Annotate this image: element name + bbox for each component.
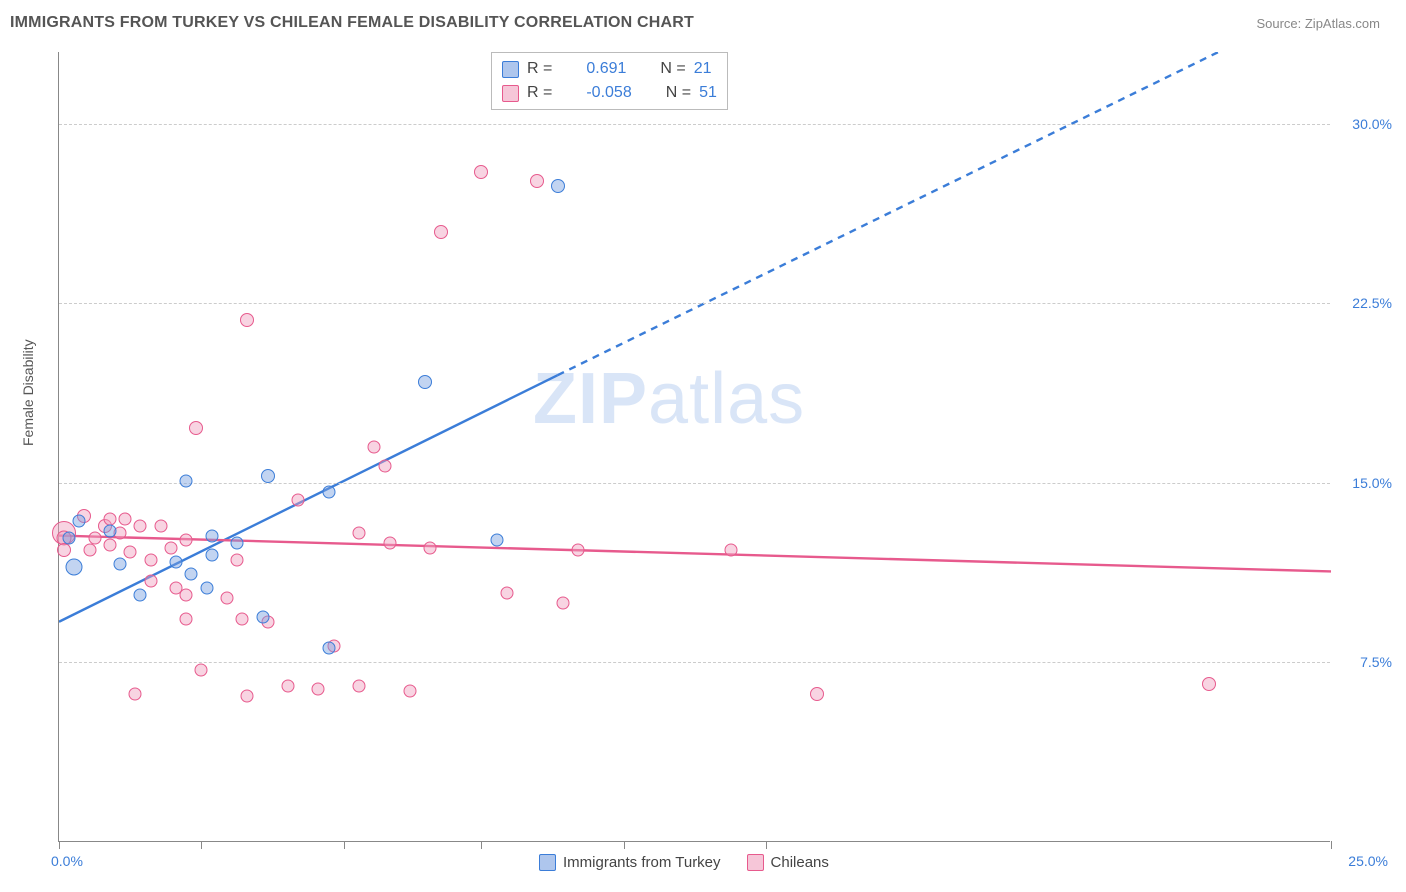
data-point bbox=[134, 589, 147, 602]
stats-row-pink: R = -0.058 N = 51 bbox=[502, 81, 717, 105]
xtick bbox=[1331, 841, 1332, 849]
watermark: ZIPatlas bbox=[533, 358, 805, 440]
data-point bbox=[490, 534, 503, 547]
xtick bbox=[344, 841, 345, 849]
data-point bbox=[114, 558, 127, 571]
data-point bbox=[83, 543, 96, 556]
chart-title: IMMIGRANTS FROM TURKEY VS CHILEAN FEMALE… bbox=[10, 14, 694, 32]
data-point bbox=[353, 527, 366, 540]
data-point bbox=[88, 531, 101, 544]
data-point bbox=[418, 375, 432, 389]
data-point bbox=[195, 663, 208, 676]
gridline bbox=[59, 662, 1330, 663]
data-point bbox=[144, 553, 157, 566]
data-point bbox=[185, 567, 198, 580]
legend-item-pink: Chileans bbox=[747, 854, 829, 871]
data-point bbox=[164, 541, 177, 554]
data-point bbox=[119, 512, 132, 525]
ytick-label: 7.5% bbox=[1337, 654, 1392, 670]
data-point bbox=[144, 575, 157, 588]
data-point bbox=[170, 555, 183, 568]
data-point bbox=[322, 486, 335, 499]
data-point bbox=[500, 587, 513, 600]
data-point bbox=[103, 524, 116, 537]
data-point bbox=[261, 469, 275, 483]
data-point bbox=[292, 493, 305, 506]
xtick bbox=[201, 841, 202, 849]
gridline bbox=[59, 303, 1330, 304]
data-point bbox=[810, 687, 824, 701]
swatch-blue-icon bbox=[502, 61, 519, 78]
data-point bbox=[353, 680, 366, 693]
data-point bbox=[383, 536, 396, 549]
data-point bbox=[103, 539, 116, 552]
data-point bbox=[129, 687, 142, 700]
ytick-label: 15.0% bbox=[1337, 475, 1392, 491]
gridline bbox=[59, 483, 1330, 484]
data-point bbox=[63, 531, 76, 544]
xtick bbox=[481, 841, 482, 849]
data-point bbox=[180, 534, 193, 547]
xtick-label-right: 25.0% bbox=[1348, 853, 1388, 869]
data-point bbox=[724, 543, 737, 556]
y-axis-label: Female Disability bbox=[20, 339, 36, 446]
data-point bbox=[180, 474, 193, 487]
data-point bbox=[1202, 677, 1216, 691]
data-point bbox=[180, 613, 193, 626]
data-point bbox=[134, 520, 147, 533]
data-point bbox=[220, 591, 233, 604]
gridline bbox=[59, 124, 1330, 125]
data-point bbox=[281, 680, 294, 693]
data-point bbox=[434, 225, 448, 239]
stats-row-blue: R = 0.691 N = 21 bbox=[502, 57, 717, 81]
chart-source: Source: ZipAtlas.com bbox=[1256, 16, 1380, 31]
data-point bbox=[205, 548, 218, 561]
data-point bbox=[368, 441, 381, 454]
data-point bbox=[556, 596, 569, 609]
data-point bbox=[404, 685, 417, 698]
data-point bbox=[424, 541, 437, 554]
bottom-legend: Immigrants from Turkey Chileans bbox=[539, 854, 829, 871]
data-point bbox=[66, 558, 83, 575]
data-point bbox=[322, 642, 335, 655]
data-point bbox=[571, 543, 584, 556]
data-point bbox=[231, 553, 244, 566]
xtick bbox=[624, 841, 625, 849]
trendlines bbox=[59, 52, 1331, 842]
data-point bbox=[256, 610, 269, 623]
data-point bbox=[530, 174, 544, 188]
ytick-label: 30.0% bbox=[1337, 116, 1392, 132]
stats-legend-box: R = 0.691 N = 21 R = -0.058 N = 51 bbox=[491, 52, 728, 110]
data-point bbox=[189, 421, 203, 435]
data-point bbox=[154, 520, 167, 533]
data-point bbox=[180, 589, 193, 602]
swatch-pink-icon bbox=[747, 854, 764, 871]
data-point bbox=[236, 613, 249, 626]
chart-container: IMMIGRANTS FROM TURKEY VS CHILEAN FEMALE… bbox=[10, 10, 1396, 882]
xtick bbox=[59, 841, 60, 849]
ytick-label: 22.5% bbox=[1337, 295, 1392, 311]
data-point bbox=[378, 460, 391, 473]
data-point bbox=[124, 546, 137, 559]
data-point bbox=[231, 536, 244, 549]
data-point bbox=[551, 179, 565, 193]
xtick-label-left: 0.0% bbox=[51, 853, 83, 869]
swatch-blue-icon bbox=[539, 854, 556, 871]
chart-header: IMMIGRANTS FROM TURKEY VS CHILEAN FEMALE… bbox=[10, 10, 1396, 42]
data-point bbox=[200, 582, 213, 595]
data-point bbox=[205, 529, 218, 542]
data-point bbox=[73, 515, 86, 528]
data-point bbox=[240, 313, 254, 327]
xtick bbox=[766, 841, 767, 849]
legend-item-blue: Immigrants from Turkey bbox=[539, 854, 721, 871]
data-point bbox=[312, 682, 325, 695]
swatch-pink-icon bbox=[502, 85, 519, 102]
plot-area: ZIPatlas R = 0.691 N = 21 R = -0.058 N =… bbox=[58, 52, 1330, 842]
data-point bbox=[241, 689, 254, 702]
data-point bbox=[474, 165, 488, 179]
data-point bbox=[57, 543, 71, 557]
